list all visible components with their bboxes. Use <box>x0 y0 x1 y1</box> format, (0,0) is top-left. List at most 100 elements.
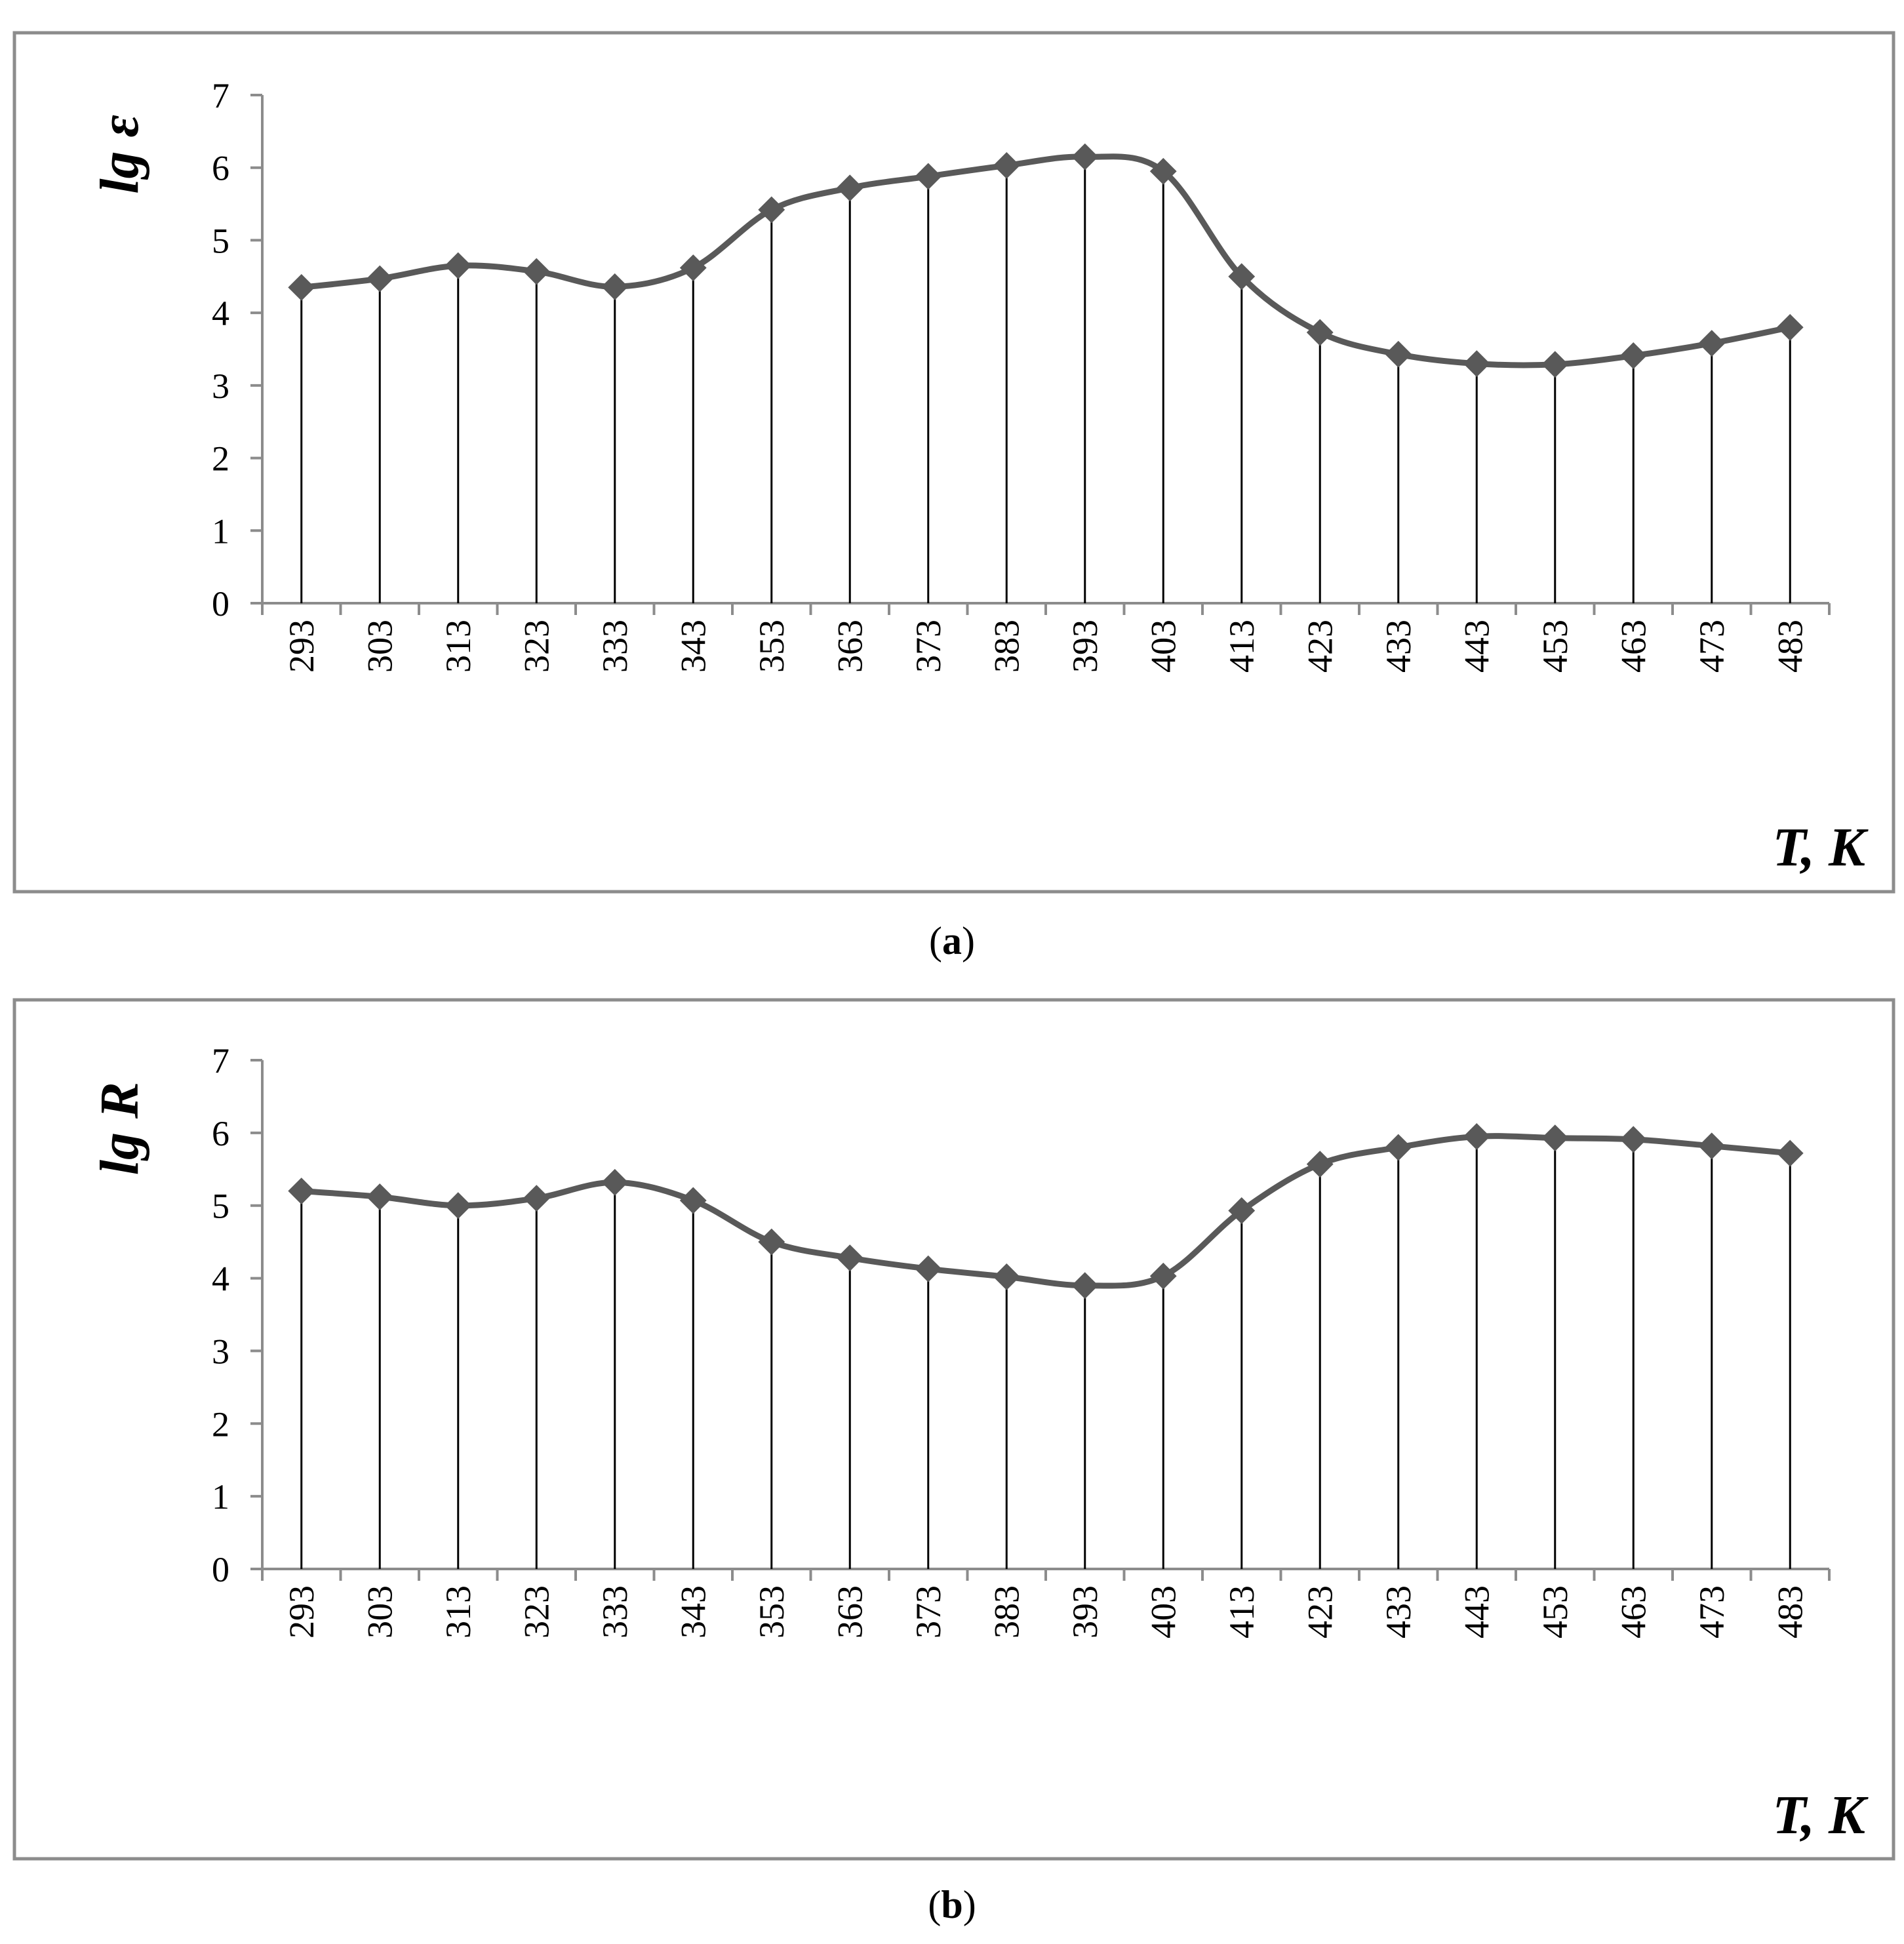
data-point-marker <box>1619 1126 1647 1153</box>
data-point-marker <box>1149 157 1177 185</box>
data-point-marker <box>523 258 550 285</box>
x-tick-label: 433 <box>1379 1585 1418 1638</box>
data-point-marker <box>288 1178 315 1204</box>
y-tick-label: 4 <box>212 1260 229 1299</box>
data-point-marker <box>1385 1134 1412 1161</box>
y-axis-title: lg R <box>89 1082 150 1175</box>
series-line <box>298 1133 1793 1289</box>
y-tick-label: 3 <box>212 1332 229 1371</box>
data-point-marker <box>1385 340 1412 368</box>
y-tick-label: 1 <box>212 1477 229 1517</box>
data-point-marker <box>601 273 629 300</box>
y-tick-label: 6 <box>212 1114 229 1153</box>
x-tick-label: 443 <box>1457 1585 1496 1638</box>
y-tick-label: 4 <box>212 294 229 333</box>
x-tick-label: 463 <box>1614 1585 1653 1638</box>
data-point-marker <box>366 265 393 292</box>
data-point-marker <box>836 174 863 202</box>
x-tick-label: 333 <box>595 1585 635 1638</box>
data-point-marker <box>1698 330 1726 357</box>
data-point-marker <box>1071 143 1099 170</box>
x-tick-label: 313 <box>439 1585 478 1638</box>
data-point-marker <box>288 273 315 301</box>
data-point-marker <box>445 1192 472 1220</box>
y-tick-label: 0 <box>212 584 229 624</box>
x-tick-label: 393 <box>1065 1585 1105 1638</box>
data-point-marker <box>679 1187 707 1214</box>
data-point-marker <box>1619 342 1647 369</box>
x-tick-label: 343 <box>673 620 713 673</box>
x-tick-label: 383 <box>987 1585 1026 1638</box>
x-tick-label: 453 <box>1536 1585 1575 1638</box>
data-point-marker <box>523 1185 550 1212</box>
data-point-marker <box>1306 319 1334 346</box>
data-point-marker <box>836 1244 863 1271</box>
data-point-marker <box>1463 1122 1490 1150</box>
data-point-marker <box>679 254 707 281</box>
x-tick-label: 483 <box>1770 1585 1810 1638</box>
panel-caption-open: ( <box>928 1883 941 1926</box>
x-tick-label: 463 <box>1614 620 1653 673</box>
y-tick-label: 5 <box>212 221 229 260</box>
x-tick-label: 373 <box>909 1585 948 1638</box>
data-point-marker <box>758 1228 785 1256</box>
y-tick-label: 3 <box>212 367 229 406</box>
x-tick-label: 383 <box>987 620 1026 673</box>
x-tick-label: 393 <box>1065 620 1105 673</box>
x-tick-label: 373 <box>909 620 948 673</box>
x-tick-label: 333 <box>595 620 635 673</box>
x-axis-title: T, K <box>1772 817 1869 878</box>
data-point-marker <box>1228 1197 1256 1224</box>
data-point-marker <box>993 151 1020 179</box>
x-tick-label: 413 <box>1222 1585 1261 1638</box>
x-tick-label: 313 <box>439 620 478 673</box>
panel-caption-letter: a <box>942 919 962 962</box>
panel-caption: (a) <box>929 919 975 962</box>
chart-frame <box>12 998 1895 1861</box>
x-tick-label: 443 <box>1457 620 1496 673</box>
panel-caption: (b) <box>928 1883 976 1926</box>
y-axis-title: lg ε <box>89 115 150 194</box>
x-tick-label: 293 <box>282 1585 321 1638</box>
x-tick-label: 353 <box>752 620 791 673</box>
y-tick-label: 2 <box>212 439 229 479</box>
x-tick-label: 473 <box>1692 1585 1732 1638</box>
y-tick-label: 2 <box>212 1404 229 1444</box>
data-point-marker <box>915 163 942 190</box>
y-tick-label: 7 <box>212 76 229 115</box>
x-tick-label: 363 <box>830 620 869 673</box>
x-tick-label: 453 <box>1536 620 1575 673</box>
data-point-marker <box>1463 350 1490 378</box>
y-tick-label: 7 <box>212 1041 229 1081</box>
data-point-marker <box>1776 313 1804 341</box>
x-tick-label: 423 <box>1300 1585 1339 1638</box>
panel-caption-letter: b <box>941 1883 962 1926</box>
chart-panel-b: 0 1 2 3 4 5 6 7 293 303 313 323 333 343 353 363 373 383 39… <box>12 998 1895 1926</box>
panel-caption-close: ) <box>962 919 975 962</box>
data-point-marker <box>1541 1124 1569 1152</box>
x-axis-title: T, K <box>1772 1785 1869 1846</box>
y-tick-label: 0 <box>212 1550 229 1589</box>
x-tick-label: 403 <box>1143 1585 1183 1638</box>
x-tick-label: 303 <box>360 1585 399 1638</box>
data-point-marker <box>1071 1272 1099 1299</box>
data-point-marker <box>366 1183 393 1210</box>
chart-frame <box>12 31 1895 894</box>
x-tick-label: 323 <box>517 1585 556 1638</box>
data-point-marker <box>993 1263 1020 1290</box>
data-point-marker <box>758 196 785 224</box>
x-tick-label: 423 <box>1300 620 1339 673</box>
data-point-marker <box>1776 1140 1804 1167</box>
data-point-marker <box>1698 1132 1726 1160</box>
x-tick-label: 363 <box>830 1585 869 1638</box>
series-line <box>298 153 1793 368</box>
panel-caption-open: ( <box>929 919 942 962</box>
data-point-marker <box>1541 351 1569 378</box>
chart-panel-a: 0 1 2 3 4 5 6 7 293 303 313 323 333 343 353 363 373 383 39… <box>12 31 1895 962</box>
y-tick-label: 1 <box>212 511 229 551</box>
data-point-marker <box>445 252 472 279</box>
data-point-marker <box>601 1168 629 1196</box>
x-tick-label: 343 <box>673 1585 713 1638</box>
data-point-marker <box>915 1255 942 1282</box>
